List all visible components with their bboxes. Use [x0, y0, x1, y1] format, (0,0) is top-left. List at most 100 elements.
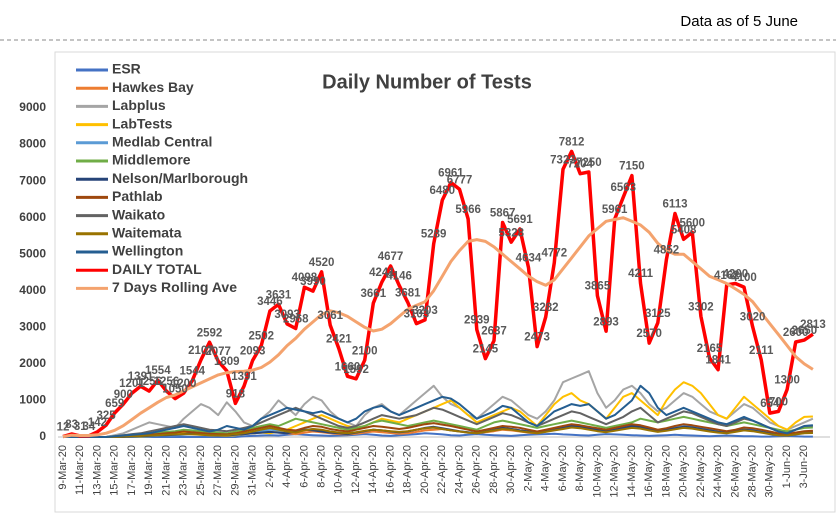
data-label: 3020	[740, 312, 766, 324]
y-tick-label: 0	[39, 429, 46, 443]
x-tick-label: 2-May-20	[522, 445, 534, 491]
x-tick-label: 15-Mar-20	[109, 445, 121, 496]
y-tick-label: 3000	[19, 320, 46, 334]
data-label: 3865	[585, 281, 611, 293]
data-label: 1660	[335, 361, 361, 373]
legend-label: Hawkes Bay	[112, 79, 194, 95]
data-label: 3282	[533, 302, 559, 314]
x-tick-label: 19-Mar-20	[143, 445, 155, 496]
x-tick-label: 2-Apr-20	[264, 445, 276, 488]
x-tick-label: 3-Jun-20	[798, 445, 810, 488]
series-line	[63, 426, 813, 438]
data-label: 6961	[438, 168, 464, 180]
y-tick-label: 8000	[19, 137, 46, 151]
data-label: 1809	[214, 356, 240, 368]
data-label: 1201	[119, 378, 145, 390]
data-label: 142	[88, 417, 107, 429]
data-label: 3093	[274, 309, 300, 321]
data-label: 7323	[550, 154, 576, 166]
x-tick-label: 23-Mar-20	[178, 445, 190, 496]
data-label: 1544	[180, 366, 206, 378]
data-label: 2939	[464, 315, 490, 327]
data-label: 2968	[283, 314, 309, 326]
x-tick-label: 27-Mar-20	[212, 445, 224, 496]
data-label: 900	[114, 389, 133, 401]
data-label: 6480	[429, 185, 455, 197]
series-line	[62, 149, 814, 439]
x-tick-label: 18-May-20	[660, 445, 672, 498]
x-tick-label: 6-May-20	[557, 445, 569, 491]
y-tick-label: 4000	[19, 283, 46, 297]
x-tick-label: 10-May-20	[591, 445, 603, 498]
x-tick-label: 6-Apr-20	[298, 445, 310, 488]
data-label: 6563	[611, 182, 637, 194]
data-label: 7204	[567, 159, 593, 171]
legend-label: LabTests	[112, 115, 173, 131]
y-tick-label: 1000	[19, 393, 46, 407]
data-label: 1592	[343, 364, 369, 376]
x-tick-label: 8-Apr-20	[316, 445, 328, 488]
x-tick-label: 30-May-20	[764, 445, 776, 498]
data-label: 2111	[749, 345, 774, 357]
data-label: 3302	[688, 301, 714, 313]
data-label: 5600	[679, 217, 705, 229]
data-label: 2421	[326, 334, 352, 346]
data-label: 1841	[705, 355, 731, 367]
data-label: 700	[769, 396, 788, 408]
legend-label: Middlemore	[112, 152, 191, 168]
x-tick-label: 28-May-20	[747, 445, 759, 498]
data-label: 4211	[628, 268, 654, 280]
legend-label: Pathlab	[112, 188, 163, 204]
y-tick-label: 6000	[19, 210, 46, 224]
data-label: 5289	[421, 229, 447, 241]
data-label: 4241	[369, 267, 395, 279]
data-label: 2637	[481, 326, 507, 338]
x-tick-label: 1-Jun-20	[781, 445, 793, 488]
data-label: 6777	[447, 174, 473, 186]
x-tick-label: 20-Apr-20	[419, 445, 431, 494]
series-line	[63, 370, 814, 438]
x-tick-label: 24-May-20	[712, 445, 724, 498]
chart-title: Daily Number of Tests	[322, 71, 532, 93]
data-label: 2570	[636, 328, 662, 340]
data-label: 1391	[231, 371, 257, 383]
legend-label: Medlab Central	[112, 134, 212, 150]
data-label: 2100	[352, 345, 378, 357]
data-label: 7812	[559, 136, 585, 148]
series-line	[63, 432, 813, 438]
data-label: 2813	[800, 319, 826, 331]
data-label: 659	[105, 398, 124, 410]
data-label: 918	[226, 388, 246, 400]
data-label: 4162	[714, 270, 740, 282]
x-tick-label: 16-May-20	[643, 445, 655, 498]
y-tick-label: 7000	[19, 173, 46, 187]
x-tick-label: 30-Apr-20	[505, 445, 517, 494]
x-tick-label: 29-Mar-20	[229, 445, 241, 496]
data-label: 2592	[197, 327, 223, 339]
x-tick-label: 25-Mar-20	[195, 445, 207, 496]
x-tick-label: 10-Apr-20	[333, 445, 345, 494]
y-tick-label: 2000	[19, 356, 46, 370]
x-tick-label: 4-Apr-20	[281, 445, 293, 488]
x-tick-label: 21-Mar-20	[160, 445, 172, 496]
header-note: Data as of 5 June	[680, 13, 798, 30]
x-tick-label: 12-Apr-20	[350, 445, 362, 494]
data-label: 1256	[154, 376, 180, 388]
x-tick-label: 26-May-20	[729, 445, 741, 498]
data-label: 2502	[248, 331, 274, 343]
data-label: 1256	[136, 376, 162, 388]
data-label: 4634	[516, 253, 542, 265]
data-label: 2093	[240, 346, 266, 358]
data-label: 5691	[507, 214, 533, 226]
series-line	[62, 216, 814, 439]
x-tick-label: 17-Mar-20	[126, 445, 138, 496]
data-label: 5961	[602, 204, 628, 216]
data-label: 4772	[542, 248, 568, 260]
x-tick-label: 28-Apr-20	[488, 445, 500, 494]
data-label: 4100	[731, 272, 757, 284]
data-label: 83	[65, 419, 78, 431]
y-tick-label: 5000	[19, 246, 46, 260]
x-tick-label: 11-Mar-20	[74, 445, 86, 495]
